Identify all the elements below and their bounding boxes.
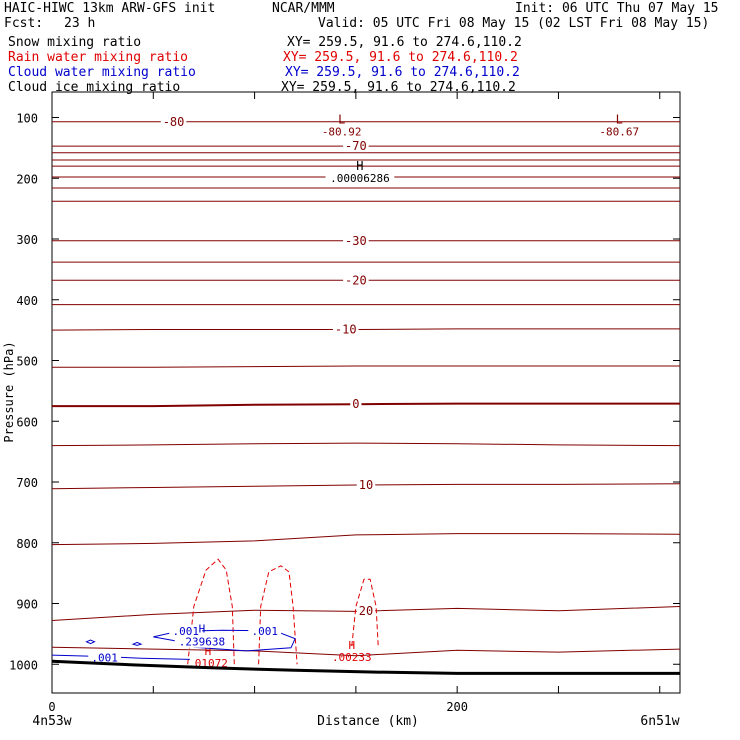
org-label: NCAR/MMM — [272, 1, 335, 16]
field-snow-range: XY= 259.5, 91.6 to 274.6,110.2 — [287, 35, 522, 50]
rain-max-marker: H — [205, 645, 212, 658]
isotherm-label: -10 — [335, 323, 357, 337]
isotherm-line — [52, 365, 680, 368]
ground-layer — [51, 659, 680, 675]
field-snow-label: Snow mixing ratio — [8, 35, 142, 50]
isotherm-label-bg — [356, 478, 376, 491]
field-cloudice-range: XY= 259.5, 91.6 to 274.6,110.2 — [281, 80, 516, 95]
isotherm-label-bg — [356, 605, 376, 618]
y-tick-label: 300 — [16, 233, 38, 247]
isotherm-label: 20 — [359, 604, 373, 618]
isotherm-label: 10 — [359, 478, 373, 492]
x-tick-label: 200 — [446, 700, 468, 714]
isotherm-line — [51, 606, 681, 621]
cloud-contour-label: .001 — [91, 652, 118, 665]
init-time: Init: 06 UTC Thu 07 May 15 — [515, 1, 719, 16]
cloud-contour-label: .001 — [172, 625, 199, 638]
field-cloudwater-label: Cloud water mixing ratio — [8, 65, 196, 80]
y-tick-label: 700 — [16, 476, 38, 490]
field-cloudwater-range: XY= 259.5, 91.6 to 274.6,110.2 — [285, 65, 520, 80]
rain-max-value: .00233 — [332, 651, 372, 664]
rain-max-marker: H — [349, 639, 356, 652]
y-tick-label: 800 — [16, 537, 38, 551]
x-tick-label: 0 — [48, 700, 55, 714]
isotherm-line — [51, 533, 681, 546]
isotherm-label-bg — [343, 274, 369, 287]
isotherm-layer: -80-70-30-20-1001020L-80.92L-80.67H.0000… — [51, 113, 681, 657]
cloud-max-marker: H — [199, 623, 206, 636]
field-rain-range: XY= 259.5, 91.6 to 274.6,110.2 — [283, 50, 518, 65]
y-tick-label: 400 — [16, 294, 38, 308]
y-tick-label: 900 — [16, 598, 38, 612]
isotherm-label: -80 — [163, 115, 185, 129]
isotherm-label-bg — [160, 115, 187, 128]
rain-contour — [351, 578, 379, 647]
extremum-value: -80.92 — [322, 126, 362, 139]
x-axis-label: Distance (km) — [317, 714, 419, 729]
isotherm-label: -20 — [345, 273, 367, 287]
isotherm-line — [51, 483, 681, 490]
isotherm-label-bg — [332, 323, 359, 336]
isotherm-label: 0 — [352, 397, 359, 411]
cloud-contour-label-bg — [169, 624, 203, 637]
isotherm-label-bg — [350, 398, 362, 411]
extremum-marker: H — [356, 159, 363, 173]
cloud-max-value: .239638 — [179, 636, 225, 649]
cloud-contour — [131, 641, 143, 646]
y-tick-label: 100 — [16, 112, 38, 126]
valid-time: Valid: 05 UTC Fri 08 May 15 (02 LST Fri … — [318, 16, 710, 31]
cloud-contour-label: .001 — [251, 625, 278, 638]
extremum-value: .00006286 — [330, 172, 390, 185]
y-tick-label: 1000 — [9, 658, 38, 672]
field-rain-label: Rain water mixing ratio — [8, 50, 189, 65]
model-title: HAIC-HIWC 13km ARW-GFS init — [4, 1, 216, 16]
rain-contour — [187, 558, 235, 665]
footer-left-coord: 4n53w — [32, 714, 71, 729]
y-tick-label: 200 — [16, 172, 38, 186]
cloud-contour — [85, 639, 96, 645]
extremum-value-bg — [595, 125, 643, 138]
field-cloudice-label: Cloud ice mixing ratio — [8, 80, 181, 95]
footer-right-coord: 6n51w — [640, 714, 679, 729]
extremum-marker: L — [616, 113, 623, 127]
isotherm-line — [51, 442, 681, 447]
y-axis-label: Pressure (hPa) — [2, 341, 16, 442]
isotherm-label: -30 — [345, 234, 367, 248]
forecast-hours: 23 h — [64, 16, 96, 31]
y-tick-label: 600 — [16, 415, 38, 429]
y-tick-label: 500 — [16, 355, 38, 369]
extremum-value: -80.67 — [599, 126, 639, 139]
cloud-contour-label-bg — [88, 651, 122, 664]
isotherm-line — [52, 402, 680, 408]
plot-frame — [51, 91, 681, 694]
isotherm-line — [51, 328, 680, 331]
isotherm-label: -70 — [345, 139, 367, 153]
cloud-contour-label-bg — [248, 624, 282, 637]
isotherm-label-bg — [343, 140, 369, 153]
rain-contour — [258, 565, 298, 665]
extremum-value-bg — [318, 125, 366, 138]
extremum-value-bg — [325, 171, 395, 184]
isotherm-label-bg — [343, 234, 369, 247]
forecast-label: Fcst: — [4, 16, 44, 31]
extremum-marker: L — [338, 113, 345, 127]
ground-line — [51, 659, 680, 675]
cloud-max-value-bg — [174, 635, 230, 648]
isotherm-line — [51, 646, 681, 657]
